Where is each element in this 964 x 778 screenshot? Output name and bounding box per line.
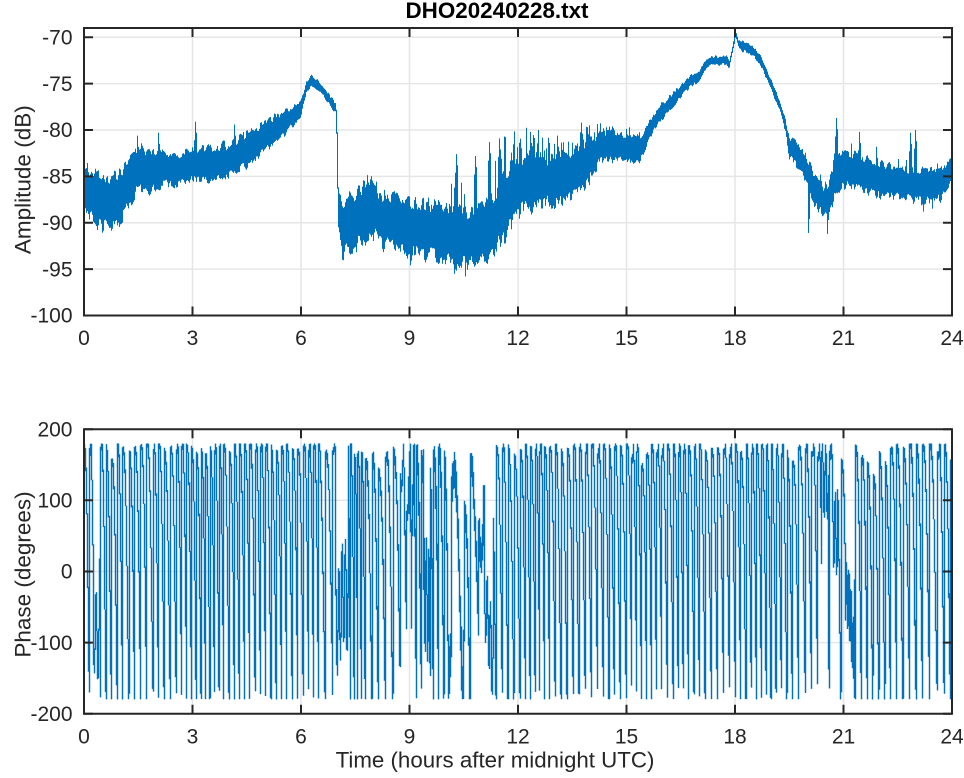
svg-text:6: 6 bbox=[295, 726, 307, 749]
svg-text:18: 18 bbox=[723, 726, 746, 749]
svg-text:9: 9 bbox=[404, 726, 416, 749]
svg-text:6: 6 bbox=[295, 327, 307, 350]
svg-text:DHO20240228.txt: DHO20240228.txt bbox=[406, 0, 590, 23]
svg-text:-85: -85 bbox=[42, 166, 72, 189]
svg-text:Time (hours after midnight UTC: Time (hours after midnight UTC) bbox=[336, 748, 655, 773]
svg-text:-70: -70 bbox=[42, 27, 72, 50]
svg-text:15: 15 bbox=[615, 327, 638, 350]
svg-text:Phase (degrees): Phase (degrees) bbox=[11, 491, 36, 657]
svg-text:3: 3 bbox=[187, 327, 199, 350]
svg-text:-75: -75 bbox=[42, 73, 72, 96]
svg-text:-90: -90 bbox=[42, 212, 72, 235]
svg-text:-95: -95 bbox=[42, 258, 72, 281]
svg-text:-100: -100 bbox=[30, 305, 72, 328]
svg-text:3: 3 bbox=[187, 726, 199, 749]
svg-text:0: 0 bbox=[78, 726, 90, 749]
svg-text:100: 100 bbox=[37, 490, 72, 513]
svg-text:15: 15 bbox=[615, 726, 638, 749]
svg-text:-100: -100 bbox=[30, 632, 72, 655]
svg-text:0: 0 bbox=[61, 561, 73, 584]
svg-text:Amplitude (dB): Amplitude (dB) bbox=[11, 105, 36, 254]
svg-text:200: 200 bbox=[37, 418, 72, 441]
svg-text:18: 18 bbox=[723, 327, 746, 350]
svg-text:-80: -80 bbox=[42, 119, 72, 142]
svg-text:12: 12 bbox=[506, 327, 529, 350]
svg-text:21: 21 bbox=[832, 327, 855, 350]
svg-text:24: 24 bbox=[940, 726, 964, 749]
svg-text:0: 0 bbox=[78, 327, 90, 350]
svg-text:12: 12 bbox=[506, 726, 529, 749]
svg-text:9: 9 bbox=[404, 327, 416, 350]
svg-text:24: 24 bbox=[940, 327, 964, 350]
svg-text:-200: -200 bbox=[30, 703, 72, 726]
svg-text:21: 21 bbox=[832, 726, 855, 749]
